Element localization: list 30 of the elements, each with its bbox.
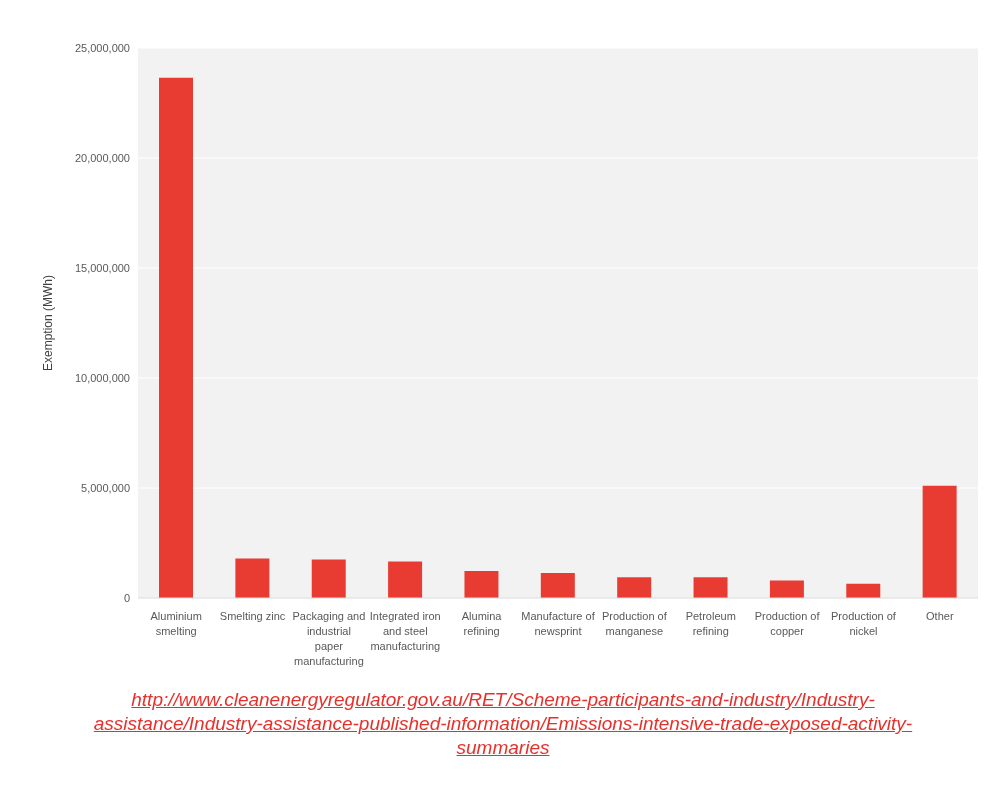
x-tick-label: Aluminium smelting xyxy=(150,610,202,637)
bar xyxy=(235,558,270,598)
y-tick-label: 25,000,000 xyxy=(74,41,130,54)
y-tick-label: 10,000,000 xyxy=(74,371,130,384)
bar xyxy=(693,577,728,598)
bar xyxy=(311,559,346,598)
bar xyxy=(846,583,881,598)
x-tick-label: Integrated iron and steel manufacturing xyxy=(369,610,441,652)
x-tick-label: Alumina refining xyxy=(461,610,503,637)
y-tick-label: 5,000,000 xyxy=(81,481,130,494)
y-axis-title: Exemption (MWh) xyxy=(41,274,56,372)
bar xyxy=(540,572,575,598)
bar xyxy=(769,580,804,598)
y-tick-label: 15,000,000 xyxy=(74,261,130,274)
x-tick-label: Petroleum refining xyxy=(685,610,736,637)
y-tick-label: 20,000,000 xyxy=(74,151,130,164)
bar xyxy=(922,485,957,598)
bar xyxy=(464,570,499,598)
x-tick-label: Production of manganese xyxy=(601,610,668,637)
x-tick-label: Packaging and industrial paper manufacturing xyxy=(292,610,366,667)
bar xyxy=(617,577,652,598)
x-tick-label: Production of nickel xyxy=(831,610,897,637)
x-tick-label: Manufacture of newsprint xyxy=(521,610,596,637)
text: http://www.cleanenergyregulator.gov.au/RET/Scheme-participants-and-industry/Industry-assistance/Industry-assistance-published-information/Emissions-intensive-trade-exposed-activity-summaries xyxy=(92,688,914,760)
bar xyxy=(159,77,193,598)
y-tick-label: 0 xyxy=(123,591,130,604)
x-tick-label: Production of copper xyxy=(754,610,821,637)
bar xyxy=(388,561,423,598)
x-tick-label: Smelting zinc xyxy=(219,610,286,622)
x-tick-label: Other xyxy=(926,610,954,622)
